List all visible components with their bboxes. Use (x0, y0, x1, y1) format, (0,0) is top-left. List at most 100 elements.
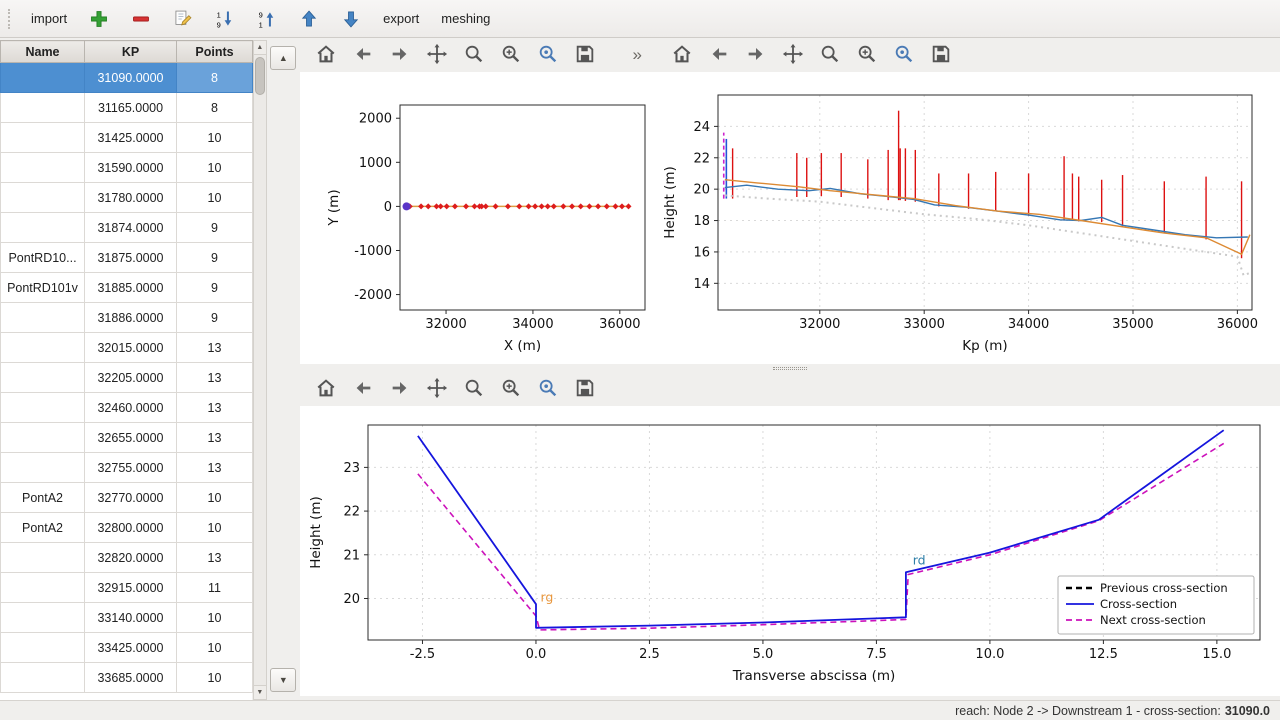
cell-kp[interactable]: 31590.0000 (84, 152, 177, 183)
cell-points[interactable]: 9 (176, 272, 253, 303)
cell-points[interactable]: 13 (176, 452, 253, 483)
scrollbar-thumb[interactable] (255, 57, 265, 95)
table-row[interactable]: PontRD101v 31885.0000 9 (0, 272, 253, 303)
cell-kp[interactable]: 32205.0000 (84, 362, 177, 393)
subplots-button[interactable] (497, 375, 525, 403)
table-row[interactable]: 31886.0000 9 (0, 302, 253, 333)
add-cross-section-button[interactable] (81, 5, 117, 33)
cell-kp[interactable]: 31886.0000 (84, 302, 177, 333)
edit-cross-section-button[interactable] (165, 5, 201, 33)
cell-name[interactable] (0, 152, 85, 183)
customize-button[interactable] (534, 375, 562, 403)
cell-name[interactable]: PontA2 (0, 512, 85, 543)
cell-points[interactable]: 10 (176, 602, 253, 633)
cell-name[interactable] (0, 362, 85, 393)
cell-kp[interactable]: 32770.0000 (84, 482, 177, 513)
export-button[interactable]: export (375, 7, 427, 30)
plan-view-chart[interactable]: 32000 34000 36000 -2000 -1000 0 1000 2000 X (m) Y… (300, 72, 656, 364)
forward-button[interactable] (386, 375, 414, 403)
table-row[interactable]: 31874.0000 9 (0, 212, 253, 243)
cell-kp[interactable]: 31874.0000 (84, 212, 177, 243)
cell-kp[interactable]: 31165.0000 (84, 92, 177, 123)
table-row[interactable]: 32015.0000 13 (0, 332, 253, 363)
table-row[interactable]: 31780.0000 10 (0, 182, 253, 213)
cell-name[interactable] (0, 212, 85, 243)
cell-kp[interactable]: 31425.0000 (84, 122, 177, 153)
cell-points[interactable]: 10 (176, 152, 253, 183)
column-header-points[interactable]: Points (176, 40, 253, 63)
cell-points[interactable]: 8 (176, 92, 253, 123)
cell-points[interactable]: 11 (176, 572, 253, 603)
cell-name[interactable] (0, 92, 85, 123)
cell-points[interactable]: 13 (176, 362, 253, 393)
forward-button[interactable] (742, 41, 770, 69)
table-row[interactable]: 33425.0000 10 (0, 632, 253, 663)
cell-name[interactable] (0, 302, 85, 333)
cell-kp[interactable]: 31780.0000 (84, 182, 177, 213)
cell-points[interactable]: 10 (176, 632, 253, 663)
cell-points[interactable]: 10 (176, 182, 253, 213)
forward-button[interactable] (386, 41, 414, 69)
cross-section-chart[interactable]: -2.5 0.0 2.5 5.0 7.5 10.0 12.5 15.0 20 21 22 23 Tran… (300, 406, 1280, 696)
table-row[interactable]: 33140.0000 10 (0, 602, 253, 633)
cell-name[interactable] (0, 662, 85, 693)
cell-points[interactable]: 10 (176, 482, 253, 513)
cell-name[interactable]: PontA2 (0, 482, 85, 513)
save-figure-button[interactable] (571, 375, 599, 403)
cell-kp[interactable]: 33685.0000 (84, 662, 177, 693)
save-figure-button[interactable] (927, 41, 955, 69)
back-button[interactable] (349, 375, 377, 403)
horizontal-splitter[interactable] (300, 364, 1280, 372)
cell-kp[interactable]: 33140.0000 (84, 602, 177, 633)
previous-cross-section-button[interactable]: ▲ (270, 46, 297, 70)
cell-kp[interactable]: 32915.0000 (84, 572, 177, 603)
cell-name[interactable]: PontRD101v (0, 272, 85, 303)
cell-points[interactable]: 10 (176, 122, 253, 153)
cell-points[interactable]: 13 (176, 542, 253, 573)
cell-points[interactable]: 9 (176, 242, 253, 273)
move-down-button[interactable] (333, 5, 369, 33)
remove-cross-section-button[interactable] (123, 5, 159, 33)
cell-name[interactable] (0, 422, 85, 453)
column-header-name[interactable]: Name (0, 40, 85, 63)
cell-name[interactable] (0, 122, 85, 153)
cell-kp[interactable]: 31875.0000 (84, 242, 177, 273)
cell-name[interactable] (0, 542, 85, 573)
table-row[interactable]: 31590.0000 10 (0, 152, 253, 183)
customize-button[interactable] (890, 41, 918, 69)
pan-button[interactable] (423, 41, 451, 69)
cell-points[interactable]: 8 (176, 62, 253, 93)
cell-kp[interactable]: 32820.0000 (84, 542, 177, 573)
cell-name[interactable] (0, 572, 85, 603)
cell-points[interactable]: 13 (176, 392, 253, 423)
cell-kp[interactable]: 32015.0000 (84, 332, 177, 363)
cell-points[interactable]: 10 (176, 512, 253, 543)
scrollbar-track[interactable] (254, 55, 266, 685)
back-button[interactable] (349, 41, 377, 69)
toolbar-overflow-button[interactable]: » (632, 45, 642, 64)
table-row[interactable]: 31425.0000 10 (0, 122, 253, 153)
subplots-button[interactable] (853, 41, 881, 69)
cell-kp[interactable]: 31885.0000 (84, 272, 177, 303)
meshing-button[interactable]: meshing (433, 7, 498, 30)
home-button[interactable] (668, 41, 696, 69)
cell-kp[interactable]: 32460.0000 (84, 392, 177, 423)
home-button[interactable] (312, 375, 340, 403)
zoom-button[interactable] (460, 41, 488, 69)
table-row[interactable]: 32915.0000 11 (0, 572, 253, 603)
table-row[interactable]: 32205.0000 13 (0, 362, 253, 393)
cell-points[interactable]: 13 (176, 332, 253, 363)
cell-name[interactable]: PontRD10... (0, 242, 85, 273)
next-cross-section-button[interactable]: ▼ (270, 668, 297, 692)
longitudinal-profile-chart[interactable]: 32000 33000 34000 35000 36000 14 16 18 20 22 24 Kp … (656, 72, 1280, 364)
pan-button[interactable] (779, 41, 807, 69)
cell-kp[interactable]: 31090.0000 (84, 62, 177, 93)
scrollbar-up-button[interactable]: ▲ (254, 41, 266, 55)
move-up-button[interactable] (291, 5, 327, 33)
customize-button[interactable] (534, 41, 562, 69)
cell-name[interactable] (0, 452, 85, 483)
cell-kp[interactable]: 32800.0000 (84, 512, 177, 543)
cell-points[interactable]: 9 (176, 302, 253, 333)
table-row[interactable]: 32655.0000 13 (0, 422, 253, 453)
cell-name[interactable] (0, 632, 85, 663)
